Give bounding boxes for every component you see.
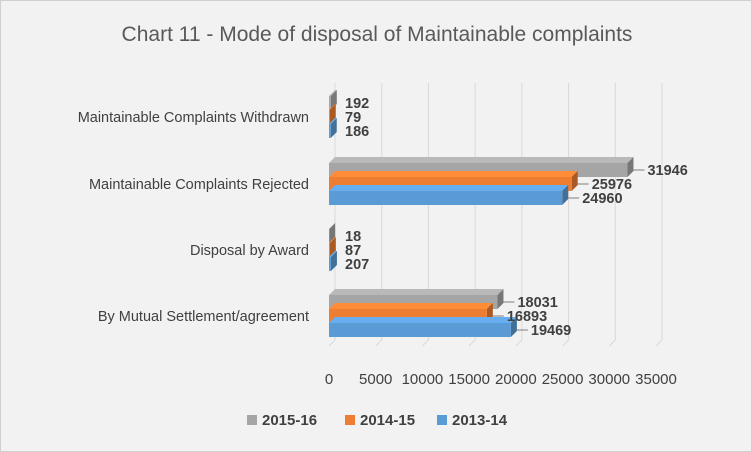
x-axis: 0 5000 10000 15000 20000 25000 30000 35000 <box>325 371 677 388</box>
x-tick-label: 0 <box>325 371 333 388</box>
data-label: 19469 <box>531 323 571 339</box>
data-label: 87 <box>345 243 361 259</box>
legend-label: 2015-16 <box>262 412 317 429</box>
x-tick-label: 15000 <box>448 371 490 388</box>
legend-swatch <box>247 415 257 425</box>
bars <box>329 90 634 337</box>
bar <box>329 223 336 243</box>
data-label: 186 <box>345 124 369 140</box>
data-label: 24960 <box>582 191 622 207</box>
x-tick-label: 30000 <box>588 371 630 388</box>
gridline-floor <box>328 339 336 347</box>
data-label: 25976 <box>592 177 632 193</box>
chart-title: Chart 11 - Mode of disposal of Maintaina… <box>122 23 633 46</box>
x-tick-label: 25000 <box>542 371 584 388</box>
data-label: 16893 <box>507 309 547 325</box>
data-label: 207 <box>345 257 369 273</box>
legend-swatch <box>437 415 447 425</box>
x-tick-label: 35000 <box>635 371 677 388</box>
x-tick-label: 5000 <box>359 371 392 388</box>
x-tick-label: 20000 <box>495 371 537 388</box>
x-tick-label: 10000 <box>402 371 444 388</box>
legend: 2015-16 2014-15 2013-14 <box>247 412 508 429</box>
gridline-floor <box>562 339 569 347</box>
legend-item: 2015-16 <box>247 412 317 429</box>
data-label: 18031 <box>517 295 557 311</box>
gridline-floor <box>655 339 663 347</box>
data-label: 192 <box>345 96 369 112</box>
data-label: 79 <box>345 110 361 126</box>
bar <box>329 185 569 205</box>
category-labels: By Mutual Settlement/agreement Disposal b… <box>78 110 309 325</box>
data-label: 18 <box>345 229 361 245</box>
legend-label: 2014-15 <box>360 412 415 429</box>
gridlines <box>328 83 663 347</box>
bar <box>329 317 517 337</box>
data-label: 31946 <box>647 163 687 179</box>
gridline-floor <box>515 339 523 347</box>
category-label: By Mutual Settlement/agreement <box>98 309 309 325</box>
legend-item: 2013-14 <box>437 412 508 429</box>
legend-swatch <box>345 415 355 425</box>
gridline-floor <box>468 339 476 347</box>
legend-label: 2013-14 <box>452 412 508 429</box>
category-label: Maintainable Complaints Rejected <box>89 177 309 193</box>
gridline-floor <box>608 339 616 347</box>
bar <box>329 251 337 271</box>
gridline-floor <box>422 339 429 347</box>
category-label: Maintainable Complaints Withdrawn <box>78 110 309 126</box>
gridline-floor <box>375 339 383 347</box>
legend-item: 2014-15 <box>345 412 415 429</box>
category-label: Disposal by Award <box>190 243 309 259</box>
bar <box>329 118 337 138</box>
